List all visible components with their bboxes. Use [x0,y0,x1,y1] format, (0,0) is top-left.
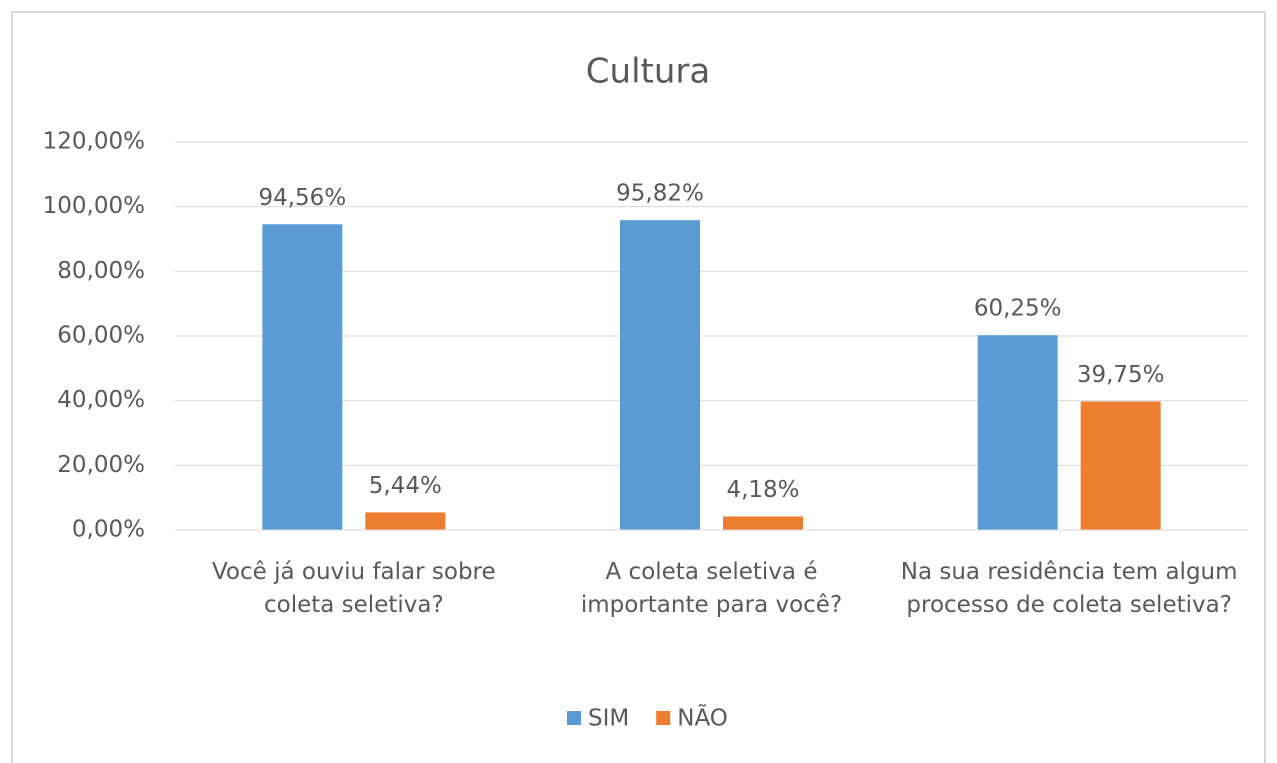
x-tick-label-line: processo de coleta seletiva? [906,592,1232,618]
data-label: 4,18% [726,477,799,503]
bar [723,516,803,530]
y-tick-label: 60,00% [57,323,145,349]
y-tick-label: 120,00% [43,129,145,155]
bar [365,512,446,530]
y-tick-label: 80,00% [57,258,145,284]
bar [262,224,343,531]
bar [977,335,1058,530]
y-tick-label: 0,00% [72,517,145,543]
x-tick-label-line: Você já ouviu falar sobre [212,559,496,585]
x-tick-label-line: Na sua residência tem algum [901,559,1238,585]
legend-label: SIM [588,706,629,732]
data-label: 60,25% [974,296,1062,322]
x-tick-label: Na sua residência tem algum processo de c… [901,559,1238,618]
data-label: 5,44% [369,473,442,499]
x-tick-label: A coleta seletiva é importante para você? [581,559,842,618]
bar [620,220,700,530]
data-label: 39,75% [1077,362,1165,388]
bar [1080,401,1161,530]
data-label: 95,82% [616,181,704,207]
y-tick-label: 20,00% [57,452,145,478]
x-tick-label-line: A coleta seletiva é [606,559,818,585]
x-tick-label-line: coleta seletiva? [264,592,444,618]
data-label: 94,56% [258,185,346,211]
legend-swatch [656,711,671,725]
legend-swatch [567,711,581,725]
y-tick-label: 40,00% [57,387,145,413]
x-tick-label: Você já ouviu falar sobre coleta seletiva… [212,559,496,618]
chart-title: Cultura [586,52,710,92]
chart-frame [11,11,1266,763]
legend-label: NÃO [677,704,728,732]
y-tick-label: 100,00% [43,193,145,219]
x-tick-label-line: importante para você? [581,592,842,618]
